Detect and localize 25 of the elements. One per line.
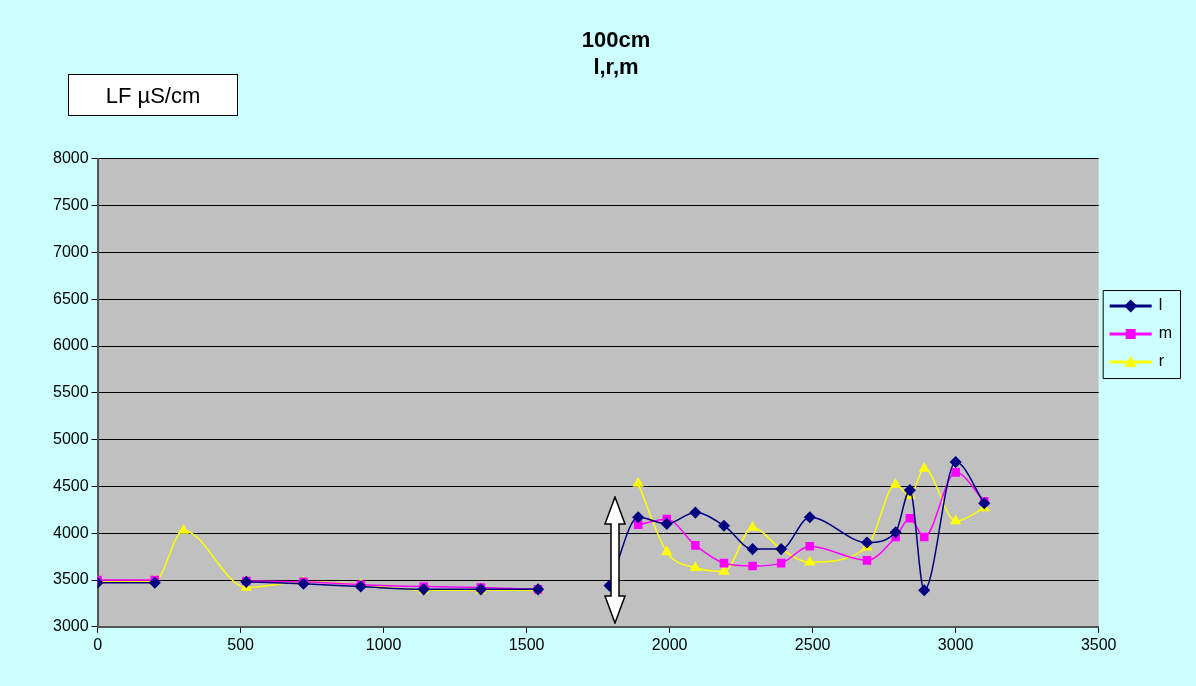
y-tick-label: 8000 (53, 149, 89, 167)
y-tick-label: 3500 (53, 570, 89, 588)
y-axis-title: LF µS/cm (68, 74, 238, 116)
legend-label: l (1158, 296, 1163, 314)
y-tick-label: 6500 (53, 289, 89, 307)
y-tick-label: 7000 (53, 242, 89, 260)
x-tick-label: 2000 (651, 635, 688, 653)
y-tick-label: 7500 (53, 196, 89, 214)
y-tick-label: 4000 (53, 523, 89, 541)
y-tick-label: 4500 (53, 476, 89, 494)
x-tick-label: 2500 (794, 635, 831, 653)
x-tick-label: 3000 (937, 635, 974, 653)
chart-title: 100cm (581, 27, 651, 53)
y-tick-label: 5500 (53, 383, 89, 401)
x-tick-label: 0 (93, 635, 103, 653)
x-tick-label: 3500 (1080, 635, 1117, 653)
x-tick-label: 1000 (365, 635, 402, 653)
chart-subtitle: l,r,m (593, 53, 639, 79)
y-tick-label: 3000 (53, 617, 89, 635)
y-tick-label: 6000 (53, 336, 89, 354)
x-tick-label: 500 (227, 635, 255, 653)
x-tick-label: 1500 (508, 635, 545, 653)
y-tick-label: 5000 (53, 430, 89, 448)
legend-label: r (1158, 352, 1165, 370)
legend-label: m (1158, 324, 1172, 342)
